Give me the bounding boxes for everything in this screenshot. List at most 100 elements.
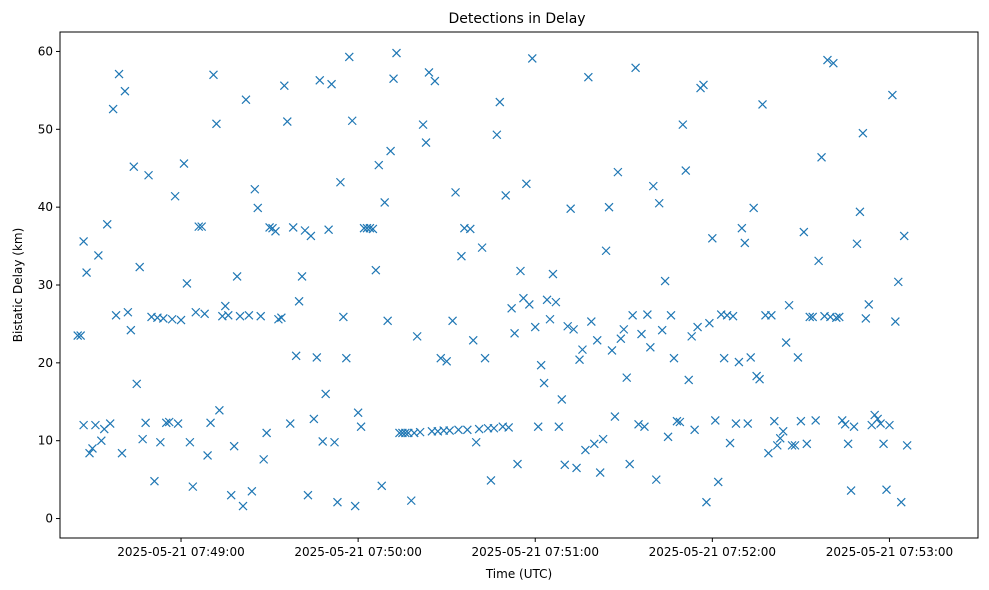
data-point — [324, 225, 334, 235]
data-point — [88, 444, 97, 453]
data-point — [85, 448, 94, 458]
data-point — [896, 497, 906, 507]
data-point — [619, 324, 629, 334]
data-point — [392, 48, 401, 58]
data-point — [778, 426, 788, 436]
data-point — [828, 58, 838, 68]
data-point — [642, 310, 652, 320]
data-point — [607, 345, 617, 355]
data-point — [504, 423, 514, 432]
data-point — [648, 181, 658, 191]
data-point — [477, 243, 487, 253]
data-point — [858, 128, 868, 138]
data-point — [262, 428, 272, 438]
data-point — [660, 276, 670, 286]
data-point — [120, 86, 130, 96]
y-axis-label: Bistatic Delay (km) — [11, 228, 25, 343]
data-point — [256, 311, 266, 321]
data-point — [707, 233, 717, 243]
data-point — [424, 68, 434, 77]
data-point — [699, 80, 708, 90]
data-point — [306, 231, 316, 241]
data-point — [102, 219, 112, 229]
data-point — [592, 335, 602, 345]
data-point — [790, 440, 800, 450]
data-point — [214, 405, 224, 415]
data-point — [645, 342, 655, 352]
data-point — [377, 481, 387, 491]
data-point — [468, 335, 478, 345]
y-tick-label: 10 — [38, 434, 53, 448]
data-point — [126, 325, 136, 335]
data-point — [651, 475, 661, 485]
data-point — [507, 303, 517, 313]
data-point — [675, 417, 685, 427]
data-point — [589, 439, 599, 449]
data-point — [728, 311, 738, 321]
data-point — [150, 476, 159, 486]
data-point — [890, 317, 900, 327]
data-point — [471, 437, 481, 447]
data-point — [303, 490, 313, 500]
data-point — [539, 378, 549, 388]
data-point — [678, 120, 688, 130]
data-point — [628, 310, 638, 320]
data-point — [132, 379, 142, 389]
data-point — [194, 222, 204, 232]
data-point — [76, 331, 86, 341]
data-point — [551, 297, 561, 307]
data-point — [335, 177, 345, 187]
data-point — [601, 246, 611, 256]
data-point — [855, 207, 865, 217]
data-point — [622, 373, 632, 383]
data-point — [637, 329, 646, 339]
y-tick-label: 30 — [38, 278, 53, 292]
data-point — [318, 437, 328, 446]
data-point — [206, 418, 215, 428]
data-point — [837, 416, 847, 425]
data-point — [79, 236, 89, 246]
data-point — [849, 422, 859, 432]
data-point — [111, 310, 121, 320]
y-tick-label: 0 — [45, 512, 53, 526]
data-point — [870, 410, 880, 420]
data-point — [764, 448, 773, 458]
data-point — [743, 419, 753, 428]
data-point — [524, 300, 534, 309]
data-point — [843, 439, 853, 449]
data-point — [681, 166, 691, 175]
data-point — [852, 239, 862, 249]
data-point — [704, 318, 714, 328]
data-point — [117, 448, 127, 458]
data-point — [814, 256, 824, 266]
data-point — [291, 351, 301, 361]
data-point — [749, 203, 759, 213]
data-point — [545, 314, 555, 324]
data-point — [802, 439, 812, 449]
data-point — [663, 432, 673, 442]
x-tick-label: 2025-05-21 07:49:00 — [117, 545, 244, 559]
data-point — [823, 55, 832, 65]
data-point — [114, 69, 124, 79]
data-point — [309, 414, 319, 424]
data-point — [702, 497, 711, 507]
data-point — [265, 222, 274, 232]
data-point — [769, 416, 779, 426]
data-point — [690, 425, 700, 435]
data-point — [297, 272, 307, 281]
data-point — [235, 311, 245, 321]
data-point — [445, 426, 455, 435]
data-point — [155, 437, 165, 447]
data-point — [259, 454, 269, 464]
data-point — [465, 224, 475, 234]
data-point — [129, 162, 139, 172]
data-point — [834, 312, 844, 322]
data-point — [158, 314, 168, 323]
data-point — [353, 408, 363, 418]
data-point — [684, 375, 694, 385]
data-point — [775, 433, 785, 443]
data-point — [687, 331, 697, 341]
data-point — [474, 424, 484, 434]
data-point — [108, 104, 118, 114]
data-point — [737, 223, 747, 233]
